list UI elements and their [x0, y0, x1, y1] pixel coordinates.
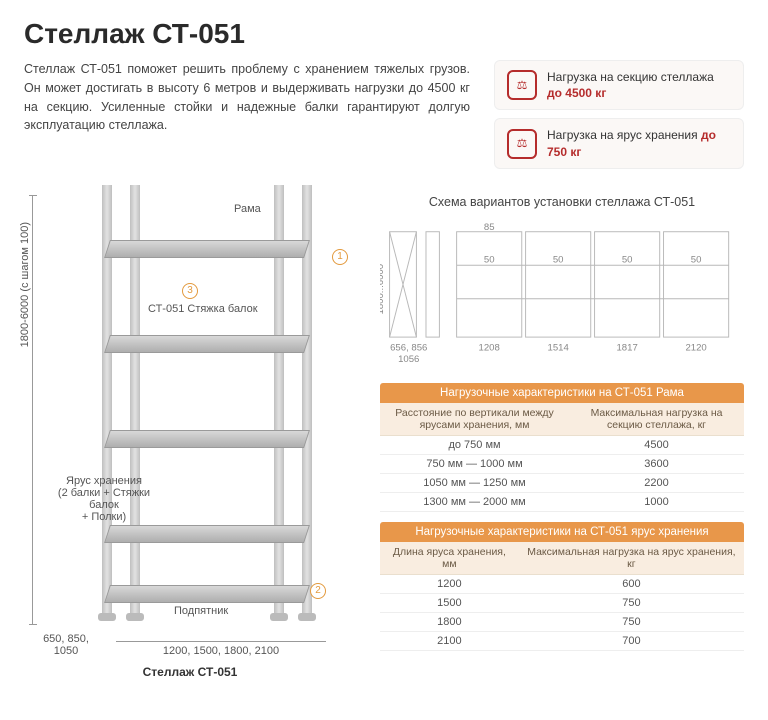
load-box-tier: ⚖ Нагрузка на ярус хранения до 750 кг [494, 118, 744, 168]
table-row: 1200600 [380, 574, 744, 593]
product-caption: Стеллаж СТ-051 [24, 665, 356, 679]
table-header: Максимальная нагрузка на секцию стеллажа… [569, 403, 744, 436]
svg-text:1817: 1817 [616, 342, 637, 353]
product-illustration: 1800-6000 (с шагом 100) Рама 1 3 [24, 175, 356, 695]
callout-frame: Рама [234, 203, 261, 215]
callout-footpad: Подпятник [174, 605, 228, 617]
weight-icon: ⚖ [507, 70, 537, 100]
table-row: 750 мм — 1000 мм3600 [380, 454, 744, 473]
table-row: 1800750 [380, 612, 744, 631]
table-caption: Нагрузочные характеристики на СТ-051 яру… [380, 522, 744, 542]
svg-text:656, 856: 656, 856 [390, 342, 427, 353]
load-table-frame: Нагрузочные характеристики на СТ-051 Рам… [380, 383, 744, 512]
callout-marker-2: 2 [310, 583, 326, 599]
load-box-section: ⚖ Нагрузка на секцию стеллажа до 4500 кг [494, 60, 744, 110]
svg-text:1514: 1514 [548, 342, 570, 353]
svg-text:50: 50 [622, 254, 633, 265]
weight-icon: ⚖ [507, 129, 537, 159]
callout-tier: Ярус хранения (2 балки + Стяжки балок + … [54, 475, 154, 523]
callout-marker-1: 1 [332, 249, 348, 265]
svg-text:1208: 1208 [479, 342, 500, 353]
table-row: 1500750 [380, 593, 744, 612]
svg-text:50: 50 [691, 254, 702, 265]
svg-text:1056: 1056 [398, 354, 419, 365]
table-row: 1050 мм — 1250 мм2200 [380, 473, 744, 492]
svg-text:1800...6000: 1800...6000 [380, 264, 386, 315]
product-description: Стеллаж СТ-051 поможет решить проблему с… [24, 60, 470, 169]
table-row: до 750 мм4500 [380, 435, 744, 454]
table-header: Расстояние по вертикали между ярусами хр… [380, 403, 569, 436]
load-table-tier: Нагрузочные характеристики на СТ-051 яру… [380, 522, 744, 651]
installation-scheme: 1800...6000 85 50 50 50 50 656, 856 1056… [380, 219, 744, 369]
table-header: Максимальная нагрузка на ярус хранения, … [519, 542, 744, 575]
svg-text:85: 85 [484, 222, 495, 233]
table-row: 2100700 [380, 631, 744, 650]
dimension-depth: 650, 850, 1050 [36, 633, 96, 657]
scheme-title: Схема вариантов установки стеллажа СТ-05… [380, 195, 744, 209]
dimension-width: 1200, 1500, 1800, 2100 [116, 641, 326, 657]
page-title: Стеллаж СТ-051 [0, 0, 768, 60]
callout-beam-tie: СТ-051 Стяжка балок [148, 303, 258, 315]
load-box-text: Нагрузка на секцию стеллажа до 4500 кг [547, 69, 731, 101]
dimension-height: 1800-6000 (с шагом 100) [32, 195, 50, 625]
svg-text:2120: 2120 [685, 342, 706, 353]
svg-text:50: 50 [484, 254, 495, 265]
callout-marker-3: 3 [182, 283, 198, 299]
table-caption: Нагрузочные характеристики на СТ-051 Рам… [380, 383, 744, 403]
svg-text:50: 50 [553, 254, 564, 265]
load-box-text: Нагрузка на ярус хранения до 750 кг [547, 127, 731, 159]
table-row: 1300 мм — 2000 мм1000 [380, 492, 744, 511]
table-header: Длина яруса хранения, мм [380, 542, 519, 575]
